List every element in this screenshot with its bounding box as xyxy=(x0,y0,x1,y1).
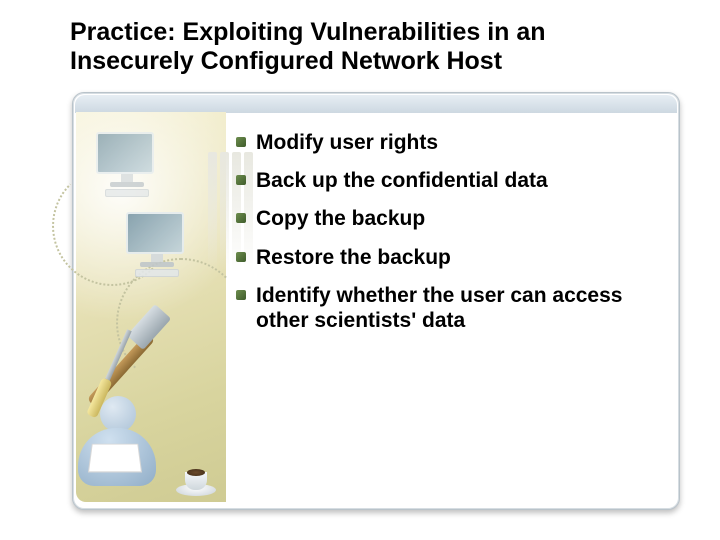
slide: Practice: Exploiting Vulnerabilities in … xyxy=(0,0,720,540)
person-reading-icon xyxy=(70,396,180,506)
bullet-text: Copy the backup xyxy=(256,206,425,231)
list-item: Back up the confidential data xyxy=(236,168,666,193)
list-item: Restore the backup xyxy=(236,245,666,270)
left-graphic-panel xyxy=(76,112,226,502)
bullet-marker-icon xyxy=(236,290,246,300)
bullet-list: Modify user rights Back up the confident… xyxy=(236,130,666,346)
list-item: Copy the backup xyxy=(236,206,666,231)
bullet-text: Modify user rights xyxy=(256,130,438,155)
bullet-text: Back up the confidential data xyxy=(256,168,548,193)
computer-monitor-icon xyxy=(96,132,158,188)
computer-monitor-icon xyxy=(126,212,188,268)
bullet-marker-icon xyxy=(236,175,246,185)
coffee-cup-icon xyxy=(176,456,216,496)
bullet-text: Identify whether the user can access oth… xyxy=(256,283,666,333)
list-item: Identify whether the user can access oth… xyxy=(236,283,666,333)
bullet-marker-icon xyxy=(236,213,246,223)
slide-title: Practice: Exploiting Vulnerabilities in … xyxy=(70,18,660,76)
bullet-marker-icon xyxy=(236,137,246,147)
list-item: Modify user rights xyxy=(236,130,666,155)
bullet-marker-icon xyxy=(236,252,246,262)
bullet-text: Restore the backup xyxy=(256,245,451,270)
